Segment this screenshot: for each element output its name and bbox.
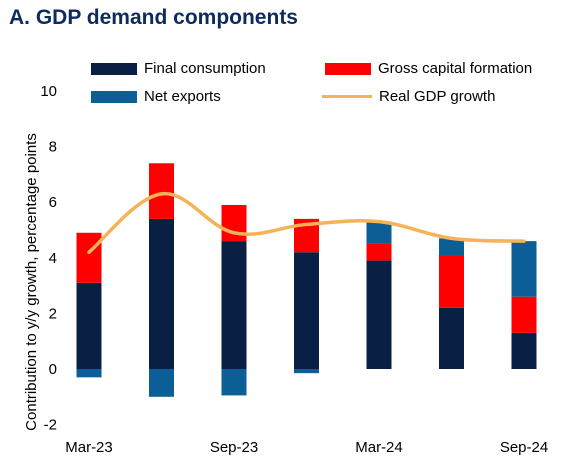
bar-final-consumption-dec-23 <box>294 252 319 369</box>
bar-final-consumption-jun-23 <box>149 218 174 369</box>
y-tick-label: 8 <box>49 139 57 156</box>
legend-label-real-gdp-growth: Real GDP growth <box>379 88 496 105</box>
legend-real-gdp-growth: Real GDP growth <box>322 88 495 105</box>
legend-label-final-consumption: Final consumption <box>144 60 266 77</box>
legend-swatch-gross-capital-formation <box>325 62 371 75</box>
y-axis-label: Contribution to y/y growth, percentage p… <box>23 133 40 431</box>
bar-gross-capital-formation-sep-24 <box>511 296 537 333</box>
legend-gross-capital-formation: Gross capital formation <box>325 60 532 77</box>
y-tick-label: 10 <box>40 83 57 100</box>
y-tick-label: 2 <box>49 305 57 322</box>
bar-gross-capital-formation-mar-24 <box>366 243 392 261</box>
bar-gross-capital-formation-jun-24 <box>439 255 464 308</box>
bar-final-consumption-mar-23 <box>76 282 102 369</box>
bar-net-exports-jun-24 <box>439 238 464 256</box>
bar-gross-capital-formation-mar-23 <box>76 232 102 283</box>
bar-net-exports-jun-23 <box>149 369 174 397</box>
bar-net-exports-mar-23 <box>76 369 102 378</box>
x-tick-label: Sep-24 <box>500 439 548 456</box>
x-tick-label: Mar-23 <box>65 439 113 456</box>
legend-swatch-net-exports <box>91 90 137 103</box>
bar-gross-capital-formation-jun-23 <box>149 163 174 219</box>
legend-label-net-exports: Net exports <box>144 88 221 105</box>
bar-final-consumption-mar-24 <box>366 260 392 369</box>
bar-net-exports-sep-23 <box>221 369 247 396</box>
bar-net-exports-sep-24 <box>511 241 537 297</box>
x-tick-label: Mar-24 <box>355 439 403 456</box>
bar-net-exports-dec-23 <box>294 369 319 374</box>
legend-net-exports: Net exports <box>91 88 221 105</box>
bar-final-consumption-sep-24 <box>511 332 537 369</box>
bar-final-consumption-jun-24 <box>439 307 464 369</box>
y-tick-label: 4 <box>49 250 57 267</box>
line-real-gdp-growth <box>87 192 526 254</box>
legend-final-consumption: Final consumption <box>91 60 266 77</box>
y-tick-label: 0 <box>49 361 57 378</box>
legend-swatch-final-consumption <box>91 62 137 75</box>
chart-title: A. GDP demand components <box>9 6 298 29</box>
y-tick-label: -2 <box>44 417 57 434</box>
bar-final-consumption-sep-23 <box>221 241 247 369</box>
x-tick-label: Sep-23 <box>210 439 258 456</box>
bar-net-exports-mar-24 <box>366 221 392 244</box>
y-tick-label: 6 <box>49 194 57 211</box>
legend-swatch-real-gdp-growth <box>322 95 372 98</box>
legend-label-gross-capital-formation: Gross capital formation <box>378 60 533 77</box>
